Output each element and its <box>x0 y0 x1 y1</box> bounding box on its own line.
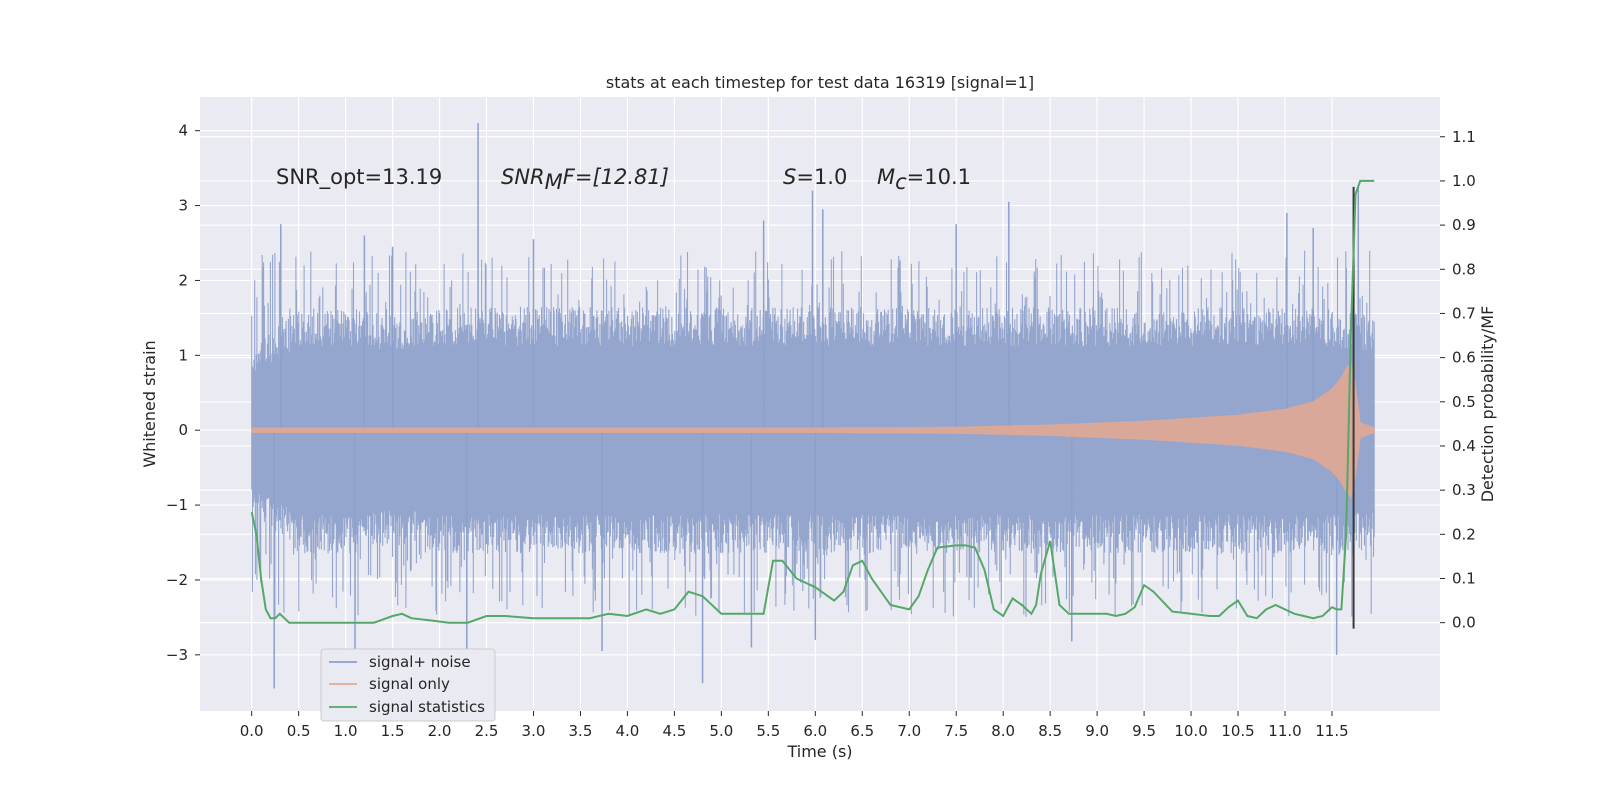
y-right-tick-label-11: 0.0 <box>1452 614 1476 632</box>
annotation-s: S=1.0 <box>783 165 847 189</box>
y-left-axis-ticks: 4 3 2 1 0 −1 −2 −3 <box>166 122 200 664</box>
y-right-tick-label-10: 0.1 <box>1452 569 1476 587</box>
x-tick-label-19: 9.5 <box>1132 722 1156 740</box>
y-right-tick-label-7: 0.4 <box>1452 437 1476 455</box>
x-tick-label-9: 4.5 <box>662 722 686 740</box>
signal-statistics-series <box>250 179 1375 624</box>
legend: signal+ noise signal only signal statist… <box>320 648 496 722</box>
legend-label-signal: signal only <box>369 675 450 693</box>
y-right-tick-label-2: 0.9 <box>1452 216 1476 234</box>
annotation-snr-mf: SNRMF=[12.81] <box>501 165 669 194</box>
legend-box <box>320 648 496 722</box>
x-tick-label-6: 3.0 <box>522 722 546 740</box>
x-tick-label-22: 11.0 <box>1268 722 1301 740</box>
x-tick-label-1: 0.5 <box>287 722 311 740</box>
x-tick-label-15: 7.5 <box>944 722 968 740</box>
y-left-tick-label-0: 4 <box>178 122 188 140</box>
y-right-axis-label: Detection probability/MF <box>1478 306 1497 503</box>
legend-label-stats: signal statistics <box>369 698 485 716</box>
signal-only-envelope <box>251 361 1375 499</box>
y-right-tick-label-1: 1.0 <box>1452 172 1476 190</box>
legend-label-noise: signal+ noise <box>369 653 471 671</box>
x-tick-label-14: 7.0 <box>897 722 921 740</box>
y-right-tick-label-5: 0.6 <box>1452 349 1476 367</box>
y-right-tick-label-4: 0.7 <box>1452 304 1476 322</box>
signal-statistics-line <box>250 179 1375 624</box>
y-right-tick-label-0: 1.1 <box>1452 128 1476 146</box>
x-tick-label-23: 11.5 <box>1315 722 1348 740</box>
x-tick-label-8: 4.0 <box>615 722 639 740</box>
x-tick-label-12: 6.0 <box>803 722 827 740</box>
y-right-tick-label-8: 0.3 <box>1452 481 1476 499</box>
x-tick-label-10: 5.0 <box>709 722 733 740</box>
y-left-tick-label-2: 2 <box>178 271 188 289</box>
x-tick-label-21: 10.5 <box>1221 722 1254 740</box>
x-tick-label-13: 6.5 <box>850 722 874 740</box>
x-tick-label-18: 9.0 <box>1085 722 1109 740</box>
x-axis-ticks: 0.0 0.5 1.0 1.5 2.0 2.5 3.0 3.5 4.0 4.5 5.0 5.5 6.0 6… <box>240 711 1349 740</box>
y-left-axis-label: Whitened strain <box>140 340 159 467</box>
y-left-tick-label-3: 1 <box>178 346 188 364</box>
y-left-tick-label-1: 3 <box>178 197 188 215</box>
x-tick-label-5: 2.5 <box>475 722 499 740</box>
y-left-tick-label-4: 0 <box>178 421 188 439</box>
y-left-tick-label-5: −1 <box>166 496 188 514</box>
x-tick-label-7: 3.5 <box>569 722 593 740</box>
chart-title: stats at each timestep for test data 163… <box>606 73 1034 92</box>
y-right-axis-ticks: 1.1 1.0 0.9 0.8 0.7 0.6 0.5 0.4 0.3 0.2 0.1 0.0 <box>1440 128 1476 632</box>
y-right-tick-label-6: 0.5 <box>1452 393 1476 411</box>
y-right-tick-label-3: 0.8 <box>1452 260 1476 278</box>
x-tick-label-0: 0.0 <box>240 722 264 740</box>
x-tick-label-16: 8.0 <box>991 722 1015 740</box>
y-left-tick-label-6: −2 <box>166 571 188 589</box>
x-tick-label-17: 8.5 <box>1038 722 1062 740</box>
y-left-tick-label-7: −3 <box>166 646 188 664</box>
annotation-snr-opt: SNR_opt=13.19 <box>276 165 442 190</box>
x-tick-label-11: 5.5 <box>756 722 780 740</box>
y-right-tick-label-9: 0.2 <box>1452 525 1476 543</box>
x-tick-label-20: 10.0 <box>1174 722 1207 740</box>
x-tick-label-4: 2.0 <box>428 722 452 740</box>
x-tick-label-2: 1.0 <box>334 722 358 740</box>
x-axis-label: Time (s) <box>786 742 852 761</box>
annotation-mc: Mc=10.1 <box>877 165 971 194</box>
x-tick-label-3: 1.5 <box>381 722 405 740</box>
